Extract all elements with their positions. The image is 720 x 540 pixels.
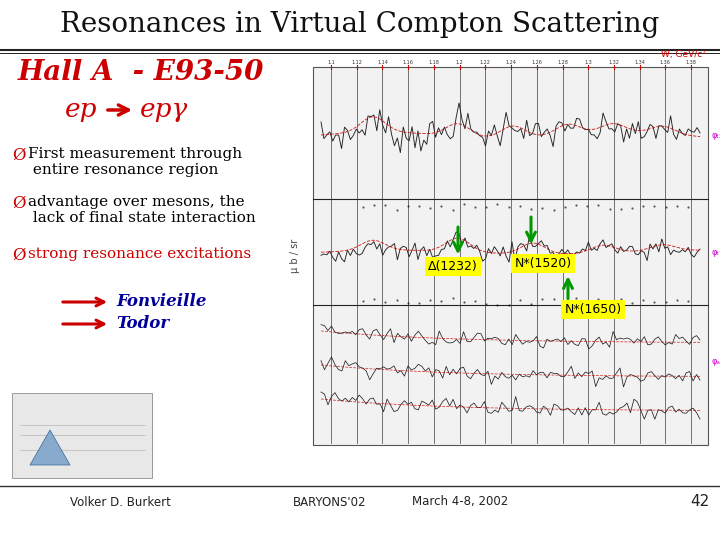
Text: 1.14: 1.14: [377, 60, 388, 65]
Text: 1.12: 1.12: [351, 60, 362, 65]
Text: 1.2: 1.2: [456, 60, 464, 65]
Text: Ø: Ø: [12, 247, 25, 264]
Text: 1.22: 1.22: [480, 60, 491, 65]
Text: Volker D. Burkert: Volker D. Burkert: [70, 496, 171, 509]
Text: Δ(1232): Δ(1232): [428, 260, 478, 273]
Text: Resonances in Virtual Compton Scattering: Resonances in Virtual Compton Scattering: [60, 11, 660, 38]
Text: strong resonance excitations: strong resonance excitations: [28, 247, 251, 261]
Text: ep: ep: [65, 98, 97, 123]
Text: March 4-8, 2002: March 4-8, 2002: [412, 496, 508, 509]
Text: advantage over mesons, the
 lack of final state interaction: advantage over mesons, the lack of final…: [28, 195, 256, 225]
Text: 1.26: 1.26: [531, 60, 542, 65]
Text: Ø: Ø: [12, 195, 25, 212]
Text: 1.38: 1.38: [685, 60, 696, 65]
Polygon shape: [30, 430, 70, 465]
Text: BARYONS'02: BARYONS'02: [293, 496, 366, 509]
Text: 42: 42: [690, 495, 710, 510]
Text: 1.28: 1.28: [557, 60, 568, 65]
Text: W, GeV/c²: W, GeV/c²: [661, 50, 706, 59]
Text: Ø: Ø: [12, 147, 25, 164]
Text: μ b / sr: μ b / sr: [290, 239, 300, 273]
Text: Fonvieille: Fonvieille: [116, 294, 207, 310]
Text: 1.34: 1.34: [634, 60, 645, 65]
Text: Hall A  - E93-50: Hall A - E93-50: [18, 58, 264, 85]
Text: N*(1650): N*(1650): [564, 303, 621, 316]
Bar: [313, 67, 708, 445]
Text: N*(1520): N*(1520): [514, 257, 572, 270]
Text: 1.18: 1.18: [428, 60, 439, 65]
Text: 1.16: 1.16: [402, 60, 413, 65]
Text: Todor: Todor: [116, 315, 169, 333]
Bar: [0, 0, 720, 50]
Text: φₐₓ: φₐₓ: [711, 357, 720, 366]
Text: First measurement through
 entire resonance region: First measurement through entire resonan…: [28, 147, 242, 177]
Text: 1.1: 1.1: [327, 60, 335, 65]
Text: 1.24: 1.24: [505, 60, 516, 65]
Text: epγ: epγ: [140, 98, 188, 123]
Text: φₜ₃: φₜ₃: [711, 131, 720, 139]
Bar: [12, 393, 152, 478]
Text: 1.36: 1.36: [660, 60, 671, 65]
Text: 1.3: 1.3: [585, 60, 592, 65]
Text: φₜ₇: φₜ₇: [711, 248, 720, 256]
Text: 1.32: 1.32: [608, 60, 619, 65]
